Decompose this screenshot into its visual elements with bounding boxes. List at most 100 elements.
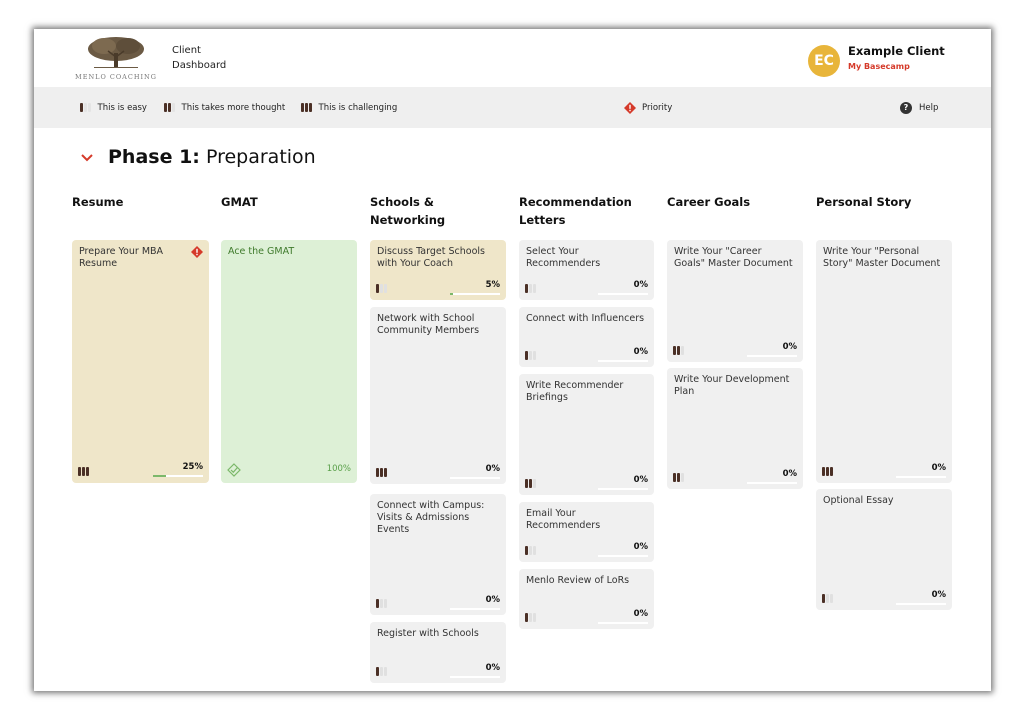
progress-percent: 5% — [485, 280, 500, 290]
task-title: Discuss Target Schools with Your Coach — [377, 246, 485, 269]
task-card-gmat[interactable]: Ace the GMAT 100% — [221, 240, 357, 483]
legend-priority: Priority — [624, 87, 672, 128]
chevron-down-icon[interactable] — [80, 152, 94, 162]
legend-easy-label: This is easy — [97, 102, 147, 113]
task-card-network-school-community[interactable]: Network with School Community Members 0% — [370, 307, 506, 484]
progress-fill — [450, 293, 453, 295]
column-header-recommendation-letters: Recommendation Letters — [519, 195, 632, 227]
difficulty-2-icon — [673, 346, 684, 355]
column-header-resume: Resume — [72, 195, 124, 209]
progress-percent: 100% — [326, 464, 351, 474]
column-header-personal-story: Personal Story — [816, 195, 912, 209]
task-title: Ace the GMAT — [228, 246, 295, 257]
task-card-menlo-review-lors[interactable]: Menlo Review of LoRs 0% — [519, 569, 654, 629]
task-card-discuss-target-schools[interactable]: Discuss Target Schools with Your Coach 5… — [370, 240, 506, 300]
progress-percent: 0% — [485, 663, 500, 673]
app-title-line1: Client — [172, 45, 201, 56]
legend-easy: This is easy — [80, 87, 147, 128]
priority-icon — [624, 101, 636, 114]
difficulty-3-icon — [78, 467, 89, 476]
task-card-email-recommenders[interactable]: Email Your Recommenders 0% — [519, 502, 654, 562]
progress-percent: 0% — [633, 609, 648, 619]
app-title: Client Dashboard — [172, 43, 226, 73]
progress-bar — [598, 488, 648, 490]
task-card-development-plan[interactable]: Write Your Development Plan 0% — [667, 368, 803, 489]
task-card-register-with-schools[interactable]: Register with Schools 0% — [370, 622, 506, 683]
progress-bar — [747, 482, 797, 484]
top-header: MENLO COACHING Client Dashboard EC Examp… — [34, 29, 991, 87]
progress-bar — [598, 360, 648, 362]
difficulty-1-icon — [376, 284, 387, 293]
progress-fill — [153, 475, 166, 477]
progress-percent: 25% — [182, 462, 203, 472]
progress-bar — [747, 355, 797, 357]
app-title-line2: Dashboard — [172, 60, 227, 71]
menlo-coaching-logo[interactable]: MENLO COACHING — [74, 35, 158, 83]
task-card-personal-story-master[interactable]: Write Your "Personal Story" Master Docum… — [816, 240, 952, 483]
progress-bar — [598, 293, 648, 295]
task-title: Register with Schools — [377, 628, 479, 639]
task-title: Connect with Campus: Visits & Admissions… — [377, 500, 485, 535]
progress-bar — [450, 293, 500, 295]
difficulty-2-icon — [164, 103, 175, 112]
priority-icon — [191, 246, 203, 258]
task-title: Write Your "Career Goals" Master Documen… — [674, 246, 793, 269]
progress-bar — [896, 603, 946, 605]
difficulty-1-icon — [376, 667, 387, 676]
progress-bar — [450, 676, 500, 678]
difficulty-2-icon — [673, 473, 684, 482]
task-card-select-recommenders[interactable]: Select Your Recommenders 0% — [519, 240, 654, 300]
legend-thought-label: This takes more thought — [181, 102, 286, 113]
task-card-career-goals-master[interactable]: Write Your "Career Goals" Master Documen… — [667, 240, 803, 362]
progress-percent: 0% — [485, 464, 500, 474]
difficulty-1-icon — [525, 613, 536, 622]
task-title: Email Your Recommenders — [526, 508, 601, 531]
difficulty-3-icon — [822, 467, 833, 476]
progress-percent: 0% — [931, 463, 946, 473]
task-card-connect-with-campus[interactable]: Connect with Campus: Visits & Admissions… — [370, 494, 506, 615]
task-title: Menlo Review of LoRs — [526, 575, 630, 586]
task-card-optional-essay[interactable]: Optional Essay 0% — [816, 489, 952, 610]
progress-percent: 0% — [485, 595, 500, 605]
task-title: Optional Essay — [823, 495, 894, 506]
legend-bar: This is easy This takes more thought Thi… — [34, 87, 991, 128]
task-title: Select Your Recommenders — [526, 246, 601, 269]
difficulty-1-icon — [376, 599, 387, 608]
help-label: Help — [919, 102, 939, 113]
progress-bar — [896, 476, 946, 478]
difficulty-1-icon — [822, 594, 833, 603]
progress-percent: 0% — [782, 342, 797, 352]
task-card-resume[interactable]: Prepare Your MBA Resume 25% — [72, 240, 209, 483]
progress-percent: 0% — [633, 475, 648, 485]
task-title: Write Recommender Briefings — [526, 380, 624, 403]
help-button[interactable]: ? Help — [900, 87, 938, 128]
legend-thought: This takes more thought — [164, 87, 285, 128]
task-card-write-recommender-briefings[interactable]: Write Recommender Briefings 0% — [519, 374, 654, 495]
column-header-gmat: GMAT — [221, 195, 258, 209]
task-card-connect-with-influencers[interactable]: Connect with Influencers 0% — [519, 307, 654, 367]
avatar[interactable]: EC — [808, 45, 840, 77]
phase-header[interactable]: Phase 1: Preparation — [80, 146, 316, 168]
difficulty-3-icon — [301, 103, 312, 112]
task-title: Connect with Influencers — [526, 313, 645, 324]
difficulty-1-icon — [80, 103, 91, 112]
progress-bar — [598, 622, 648, 624]
progress-bar — [450, 608, 500, 610]
column-header-schools-networking: Schools & Networking — [370, 195, 446, 227]
column-header-career-goals: Career Goals — [667, 195, 751, 209]
my-basecamp-link[interactable]: My Basecamp — [848, 62, 910, 71]
progress-bar — [153, 475, 203, 477]
difficulty-1-icon — [525, 546, 536, 555]
progress-percent: 0% — [633, 347, 648, 357]
help-icon: ? — [900, 101, 912, 114]
progress-percent: 0% — [633, 542, 648, 552]
phase-name: Preparation — [205, 146, 316, 168]
user-name[interactable]: Example Client — [848, 44, 945, 58]
logo-text: MENLO COACHING — [75, 73, 157, 81]
phase-title: Phase 1: Preparation — [108, 146, 316, 168]
task-title: Write Your "Personal Story" Master Docum… — [823, 246, 941, 269]
difficulty-3-icon — [376, 468, 387, 477]
progress-percent: 0% — [633, 280, 648, 290]
tree-logo-icon — [88, 37, 144, 68]
progress-percent: 0% — [931, 590, 946, 600]
